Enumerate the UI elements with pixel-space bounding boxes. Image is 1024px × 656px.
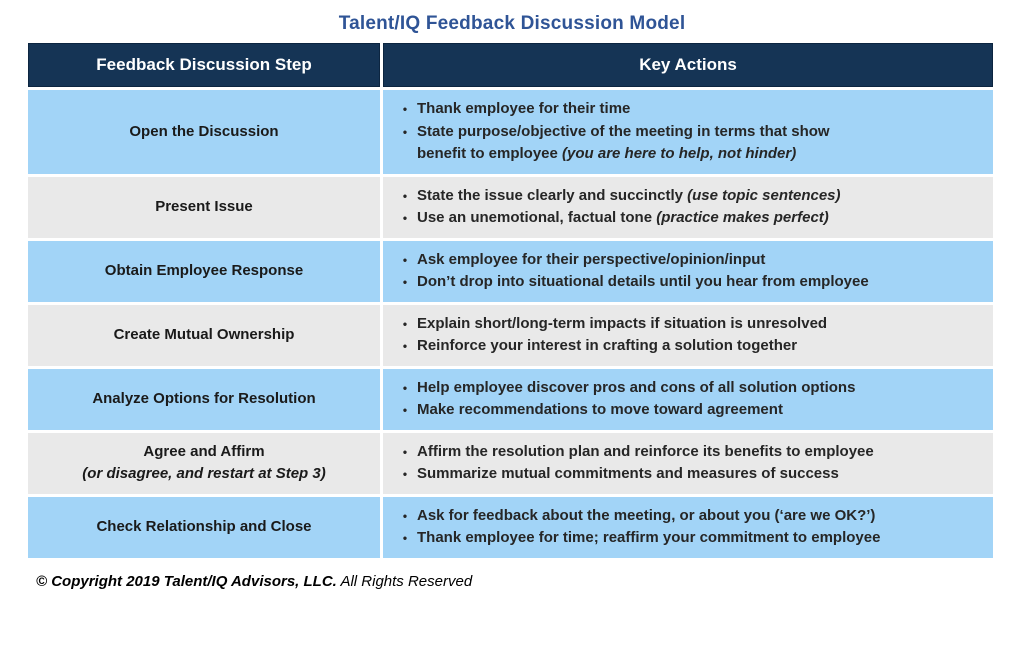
step-cell: Create Mutual Ownership bbox=[28, 304, 380, 366]
step-label: Obtain Employee Response bbox=[104, 262, 304, 280]
bullet-icon: • bbox=[402, 275, 408, 289]
step-cell: Agree and Affirm (or disagree, and restar… bbox=[28, 432, 380, 494]
bullet-icon: • bbox=[402, 316, 408, 331]
table-header: Feedback Discussion Step Key Actions bbox=[28, 43, 993, 87]
bullet-item: • Ask employee for their perspective/opin… bbox=[393, 249, 983, 272]
actions-cell: • Ask for feedback about the meeting, or … bbox=[383, 496, 993, 558]
bullet-icon: • bbox=[402, 380, 408, 395]
feedback-model-table: Feedback Discussion Step Key Actions Ope… bbox=[25, 40, 996, 561]
bullet-item: • State purpose/objective of the meeting … bbox=[393, 121, 983, 166]
bullet-item: • Help employee discover pros and cons of… bbox=[393, 377, 983, 400]
bullet-text: Reinforce your interest in crafting a so… bbox=[417, 337, 798, 354]
bullet-text: Thank employee for time; reaffirm your c… bbox=[417, 529, 881, 546]
bullet-icon: • bbox=[402, 403, 408, 417]
page: Talent/IQ Feedback Discussion Model Feed… bbox=[0, 13, 1024, 656]
step-cell: Present Issue bbox=[28, 176, 380, 238]
table-row: Present Issue • State the issue clearly an… bbox=[28, 176, 993, 238]
header-row: Feedback Discussion Step Key Actions bbox=[28, 43, 993, 87]
step-label: Create Mutual Ownership bbox=[113, 326, 295, 344]
step-label: Analyze Options for Resolution bbox=[92, 390, 316, 408]
bullet-text: Ask employee for their perspective/opini… bbox=[417, 250, 766, 268]
bullet-icon: • bbox=[402, 444, 408, 459]
actions-cell: • Affirm the resolution plan and reinforc… bbox=[383, 432, 993, 494]
actions-cell: • Help employee discover pros and cons of… bbox=[383, 368, 993, 430]
bullet-item: • Thank employee for their time bbox=[393, 98, 983, 121]
bullet-icon: • bbox=[402, 252, 408, 267]
copyright-rights: All Rights Reserved bbox=[340, 572, 473, 590]
table-row: Check Relationship and Close • Ask for fee… bbox=[28, 496, 993, 558]
step-cell: Check Relationship and Close bbox=[28, 496, 380, 558]
bullet-item: • State the issue clearly and succinctly … bbox=[393, 185, 983, 208]
step-note: (or disagree, and restart at Step 3) bbox=[82, 465, 326, 482]
bullet-item: • Thank employee for time; reaffirm your … bbox=[393, 527, 983, 550]
step-cell: Open the Discussion bbox=[28, 90, 380, 174]
actions-cell: • Thank employee for their time • State pur… bbox=[383, 90, 993, 174]
bullet-text: Summarize mutual commitments and measure… bbox=[417, 465, 839, 482]
bullet-text: State the issue clearly and succinctly (… bbox=[417, 186, 841, 204]
copyright-owner: © Copyright 2019 Talent/IQ Advisors, LLC… bbox=[36, 572, 337, 590]
bullet-text: Don’t drop into situational details unti… bbox=[417, 273, 869, 290]
bullet-icon: • bbox=[402, 188, 408, 203]
step-label: Agree and Affirm bbox=[143, 443, 265, 461]
bullet-icon: • bbox=[402, 102, 408, 116]
bullet-text: Affirm the resolution plan and reinforce… bbox=[417, 442, 874, 460]
bullet-text: Ask for feedback about the meeting, or a… bbox=[417, 506, 876, 524]
page-title: Talent/IQ Feedback Discussion Model bbox=[338, 13, 686, 34]
bullet-icon: • bbox=[402, 124, 408, 139]
bullet-text: Thank employee for their time bbox=[417, 100, 631, 117]
bullet-icon: • bbox=[402, 467, 408, 481]
bullet-text: Help employee discover pros and cons of … bbox=[417, 378, 856, 396]
bullet-item: • Affirm the resolution plan and reinforc… bbox=[393, 441, 983, 464]
table-row: Obtain Employee Response • Ask employee fo… bbox=[28, 240, 993, 302]
bullet-text: Make recommendations to move toward agre… bbox=[417, 401, 783, 418]
bullet-item: • Summarize mutual commitments and measur… bbox=[393, 463, 983, 486]
actions-cell: • State the issue clearly and succinctly … bbox=[383, 176, 993, 238]
table-row: Create Mutual Ownership • Explain short/lo… bbox=[28, 304, 993, 366]
header-cell-actions: Key Actions bbox=[383, 43, 993, 87]
bullet-item: • Reinforce your interest in crafting a s… bbox=[393, 335, 983, 358]
actions-cell: • Ask employee for their perspective/opin… bbox=[383, 240, 993, 302]
bullet-icon: • bbox=[402, 508, 408, 523]
header-cell-step: Feedback Discussion Step bbox=[28, 43, 380, 87]
table-row: Open the Discussion • Thank employee for t… bbox=[28, 90, 993, 174]
bullet-icon: • bbox=[402, 531, 408, 545]
bullet-item: • Ask for feedback about the meeting, or … bbox=[393, 505, 983, 528]
step-label: Present Issue bbox=[155, 198, 253, 216]
table-row: Agree and Affirm (or disagree, and restar… bbox=[28, 432, 993, 494]
bullet-item: • Use an unemotional, factual tone (pract… bbox=[393, 207, 983, 230]
table-row: Analyze Options for Resolution • Help empl… bbox=[28, 368, 993, 430]
bullet-item: • Make recommendations to move toward agr… bbox=[393, 399, 983, 422]
step-cell: Analyze Options for Resolution bbox=[28, 368, 380, 430]
bullet-item: • Explain short/long-term impacts if situ… bbox=[393, 313, 983, 336]
actions-cell: • Explain short/long-term impacts if situ… bbox=[383, 304, 993, 366]
step-cell: Obtain Employee Response bbox=[28, 240, 380, 302]
bullet-item: • Don’t drop into situational details unt… bbox=[393, 271, 983, 294]
copyright-line: © Copyright 2019 Talent/IQ Advisors, LLC… bbox=[36, 573, 1024, 590]
bullet-text: State purpose/objective of the meeting i… bbox=[417, 122, 830, 163]
bullet-icon: • bbox=[402, 339, 408, 353]
bullet-text: Explain short/long-term impacts if situa… bbox=[417, 314, 828, 332]
bullet-icon: • bbox=[402, 211, 408, 225]
step-label: Open the Discussion bbox=[129, 122, 279, 140]
step-label: Check Relationship and Close bbox=[96, 518, 312, 536]
bullet-text: Use an unemotional, factual tone (practi… bbox=[417, 209, 829, 226]
table-body: Open the Discussion • Thank employee for t… bbox=[28, 90, 993, 558]
